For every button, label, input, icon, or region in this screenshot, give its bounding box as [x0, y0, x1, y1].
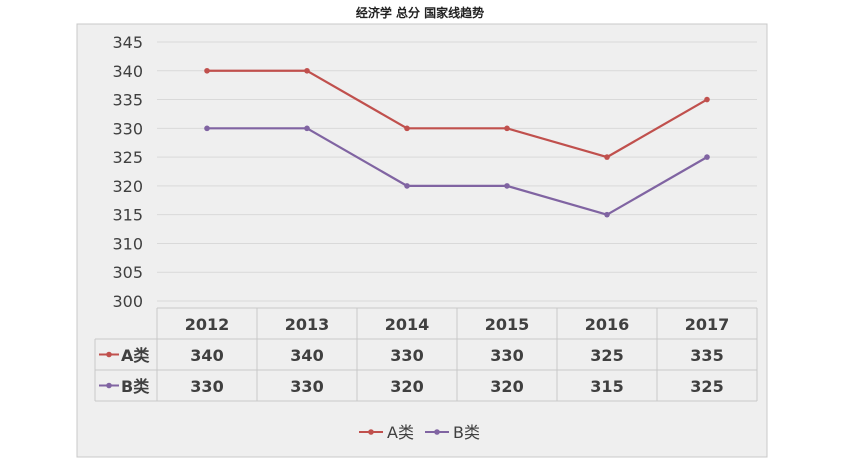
table-cell-value: 325 [590, 346, 623, 365]
x-tick-label: 2015 [485, 315, 530, 334]
x-tick-label: 2017 [685, 315, 730, 334]
table-cell-value: 330 [290, 377, 323, 396]
legend: A类 B类 [359, 423, 480, 442]
table-cell-value: 330 [190, 377, 223, 396]
data-point [504, 183, 510, 189]
y-tick-label: 305 [112, 263, 143, 282]
series-line [207, 127, 708, 216]
x-tick-label: 2012 [185, 315, 230, 334]
chart-title: 经济学 总分 国家线趋势 [356, 5, 484, 20]
table-cell-value: 340 [190, 346, 223, 365]
y-tick-label: 320 [112, 177, 143, 196]
legend-label: B类 [453, 423, 480, 442]
legend-key-marker [434, 429, 440, 435]
table-cell-value: 330 [490, 346, 523, 365]
chart-area [76, 23, 768, 458]
table-series-label: A类 [121, 346, 150, 365]
y-tick-label: 330 [112, 119, 143, 138]
data-point [304, 125, 310, 132]
table-cell-value: 325 [690, 377, 723, 396]
y-axis: 345 340 335 330 325 320 315 310 305 300 [112, 33, 143, 311]
data-point [604, 211, 610, 218]
data-point [704, 96, 710, 103]
data-point [404, 183, 410, 189]
y-tick-label: 345 [112, 33, 143, 52]
table-cell-value: 320 [490, 377, 523, 396]
data-table: 2012 2013 2014 2015 2016 2017 A类 340 340 330 330 32… [94, 307, 758, 402]
data-point [404, 125, 410, 132]
series-line [207, 69, 708, 159]
y-tick-label: 315 [112, 206, 143, 225]
table-legend-key-marker [106, 351, 112, 358]
legend-label: A类 [387, 423, 414, 442]
x-tick-label: 2014 [385, 315, 430, 334]
table-cell-value: 340 [290, 346, 323, 365]
series-lines [204, 67, 710, 218]
table-legend-key-marker [106, 382, 112, 389]
data-point [204, 67, 210, 74]
y-tick-label: 310 [112, 234, 143, 253]
x-tick-label: 2013 [285, 315, 330, 334]
table-series-label: B类 [121, 377, 150, 396]
x-tick-label: 2016 [585, 315, 630, 334]
data-point [204, 125, 210, 132]
data-point [304, 67, 310, 74]
data-point [504, 125, 510, 132]
legend-key-marker [368, 429, 374, 435]
y-tick-label: 340 [112, 62, 143, 81]
table-cell-value: 330 [390, 346, 423, 365]
table-cell-value: 315 [590, 377, 623, 396]
y-tick-label: 325 [112, 148, 143, 167]
table-cell-value: 335 [690, 346, 723, 365]
y-tick-label: 300 [112, 292, 143, 311]
y-tick-label: 335 [112, 91, 143, 110]
data-point [704, 154, 710, 160]
table-cell-value: 320 [390, 377, 423, 396]
data-point [604, 154, 610, 160]
